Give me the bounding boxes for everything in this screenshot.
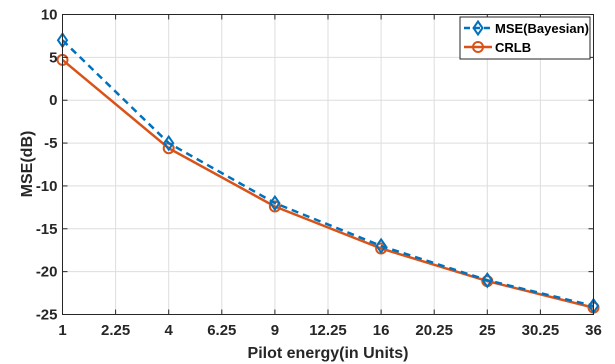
y-axis-label: MSE(dB) bbox=[19, 131, 36, 198]
legend-item: CRLB bbox=[464, 40, 531, 55]
diamond-marker bbox=[481, 271, 494, 289]
x-tick-label: 36 bbox=[585, 322, 602, 339]
y-tick-label: -15 bbox=[36, 221, 58, 238]
x-tick-label: 2.25 bbox=[101, 322, 130, 339]
grid-lines bbox=[62, 14, 594, 315]
y-tick-label: 0 bbox=[49, 92, 57, 109]
x-tick-label: 25 bbox=[479, 322, 496, 339]
legend-item: MSE(Bayesian) bbox=[464, 19, 589, 37]
x-tick-label: 12.25 bbox=[309, 322, 347, 339]
legend: MSE(Bayesian) CRLB bbox=[459, 16, 591, 60]
series-line bbox=[61, 58, 594, 309]
x-tick-label: 1 bbox=[58, 322, 66, 339]
legend-box bbox=[459, 16, 591, 60]
diamond-marker bbox=[375, 237, 387, 255]
x-tick-label: 4 bbox=[165, 322, 174, 339]
x-axis-label: Pilot energy(in Units) bbox=[248, 345, 409, 362]
series-line bbox=[61, 39, 594, 308]
x-tick-label: 16 bbox=[373, 322, 390, 339]
y-tick-label: -25 bbox=[36, 307, 58, 324]
circle-marker bbox=[472, 41, 484, 53]
x-tick-label: 6.25 bbox=[207, 322, 236, 339]
series-layer bbox=[56, 31, 600, 315]
x-tick-label: 30.25 bbox=[522, 322, 560, 339]
axis-ticks: 1 2.25 4 6.25 9 12.25 16 20.25 25 30.25 36-25-20-1… bbox=[36, 7, 602, 340]
x-tick-label: 9 bbox=[271, 322, 279, 339]
y-tick-label: -10 bbox=[36, 178, 58, 195]
diamond-marker bbox=[472, 19, 484, 37]
y-tick-label: 5 bbox=[49, 49, 57, 66]
diamond-marker bbox=[162, 134, 175, 152]
legend-label: CRLB bbox=[495, 40, 531, 55]
y-tick-label: 10 bbox=[41, 7, 58, 24]
diamond-marker bbox=[269, 194, 281, 212]
x-tick-label: 20.25 bbox=[415, 322, 453, 339]
y-tick-label: -5 bbox=[44, 135, 57, 152]
y-tick-label: -20 bbox=[36, 264, 58, 281]
circle-marker bbox=[268, 200, 281, 213]
legend-label: MSE(Bayesian) bbox=[495, 21, 589, 36]
